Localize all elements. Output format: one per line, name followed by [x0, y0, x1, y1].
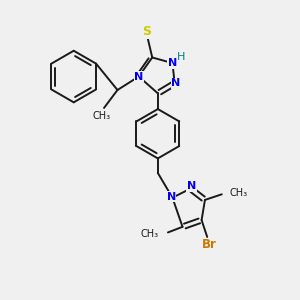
Text: N: N [171, 78, 180, 88]
Text: CH₃: CH₃ [141, 229, 159, 238]
Text: CH₃: CH₃ [230, 188, 248, 198]
Text: CH₃: CH₃ [93, 111, 111, 121]
Text: N: N [168, 58, 177, 68]
Text: S: S [142, 25, 151, 38]
Text: Br: Br [202, 238, 217, 251]
Text: N: N [187, 182, 196, 191]
Text: N: N [167, 191, 176, 202]
Text: N: N [134, 71, 143, 82]
Text: H: H [177, 52, 186, 62]
